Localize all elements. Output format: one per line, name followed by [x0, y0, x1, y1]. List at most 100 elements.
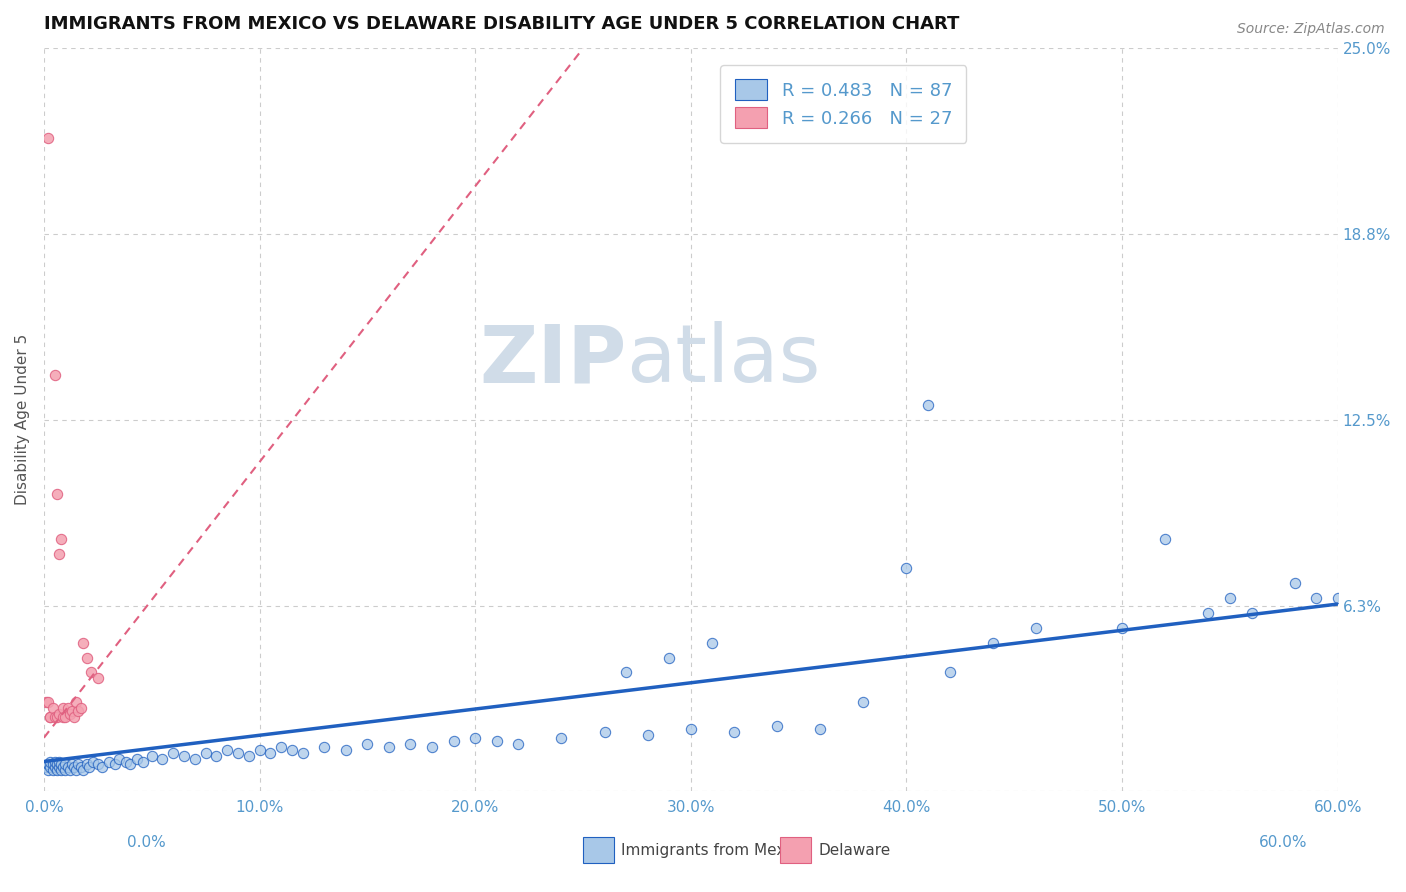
Point	[37, 764, 59, 778]
Point	[49, 764, 72, 778]
Point	[72, 764, 94, 778]
Point	[63, 710, 86, 724]
Point	[464, 731, 486, 745]
Point	[67, 704, 90, 718]
Point	[76, 650, 98, 665]
Point	[508, 737, 530, 751]
Point	[45, 710, 67, 724]
Point	[938, 665, 960, 680]
Point	[45, 487, 67, 501]
Point	[56, 701, 79, 715]
Point	[45, 757, 67, 772]
Point	[41, 757, 63, 772]
Point	[49, 532, 72, 546]
Point	[44, 755, 66, 769]
Point	[60, 757, 83, 772]
Point	[1197, 606, 1219, 620]
Point	[723, 724, 745, 739]
Point	[55, 764, 77, 778]
Point	[59, 706, 82, 721]
Point	[981, 635, 1004, 649]
Point	[852, 695, 875, 709]
Point	[87, 757, 110, 772]
Point	[82, 755, 104, 769]
Y-axis label: Disability Age Under 5: Disability Age Under 5	[15, 334, 30, 506]
Point	[808, 722, 831, 736]
Point	[637, 728, 659, 742]
Point	[37, 757, 59, 772]
Point	[35, 695, 58, 709]
Point	[80, 665, 103, 680]
Point	[335, 742, 357, 756]
Point	[141, 748, 163, 763]
Point	[52, 701, 75, 715]
Point	[120, 757, 142, 772]
Point	[114, 755, 136, 769]
Point	[37, 695, 59, 709]
Point	[52, 760, 75, 774]
Point	[48, 760, 70, 774]
Point	[44, 710, 66, 724]
Point	[39, 710, 62, 724]
Point	[356, 737, 378, 751]
Point	[48, 547, 70, 561]
Point	[39, 710, 62, 724]
Point	[1154, 532, 1177, 546]
Text: IMMIGRANTS FROM MEXICO VS DELAWARE DISABILITY AGE UNDER 5 CORRELATION CHART: IMMIGRANTS FROM MEXICO VS DELAWARE DISAB…	[44, 15, 959, 33]
Point	[76, 757, 98, 772]
Point	[238, 748, 260, 763]
Point	[48, 755, 70, 769]
Text: 60.0%: 60.0%	[1260, 836, 1308, 850]
Point	[41, 764, 63, 778]
Point	[270, 739, 292, 754]
Point	[1284, 576, 1306, 591]
Point	[41, 701, 63, 715]
Point	[1219, 591, 1241, 606]
Point	[173, 748, 195, 763]
Point	[217, 742, 239, 756]
Point	[125, 751, 148, 765]
Point	[63, 760, 86, 774]
Point	[205, 748, 228, 763]
Legend: R = 0.483   N = 87, R = 0.266   N = 27: R = 0.483 N = 87, R = 0.266 N = 27	[720, 65, 966, 143]
Point	[44, 760, 66, 774]
Point	[443, 733, 465, 747]
Point	[55, 710, 77, 724]
Point	[55, 757, 77, 772]
Point	[69, 701, 91, 715]
Point	[39, 755, 62, 769]
Point	[104, 757, 127, 772]
Point	[420, 739, 443, 754]
Point	[378, 739, 401, 754]
Point	[1326, 591, 1348, 606]
Point	[52, 710, 75, 724]
Point	[72, 635, 94, 649]
Point	[485, 733, 508, 747]
Point	[291, 746, 314, 760]
Point	[399, 737, 422, 751]
Point	[35, 760, 58, 774]
Point	[614, 665, 637, 680]
Point	[65, 695, 87, 709]
Point	[77, 760, 100, 774]
Point	[49, 757, 72, 772]
Point	[132, 755, 155, 769]
Text: Source: ZipAtlas.com: Source: ZipAtlas.com	[1237, 22, 1385, 37]
Point	[91, 760, 114, 774]
Point	[37, 130, 59, 145]
Point	[56, 760, 79, 774]
Point	[896, 561, 918, 575]
Text: ZIP: ZIP	[479, 321, 626, 400]
Point	[702, 635, 724, 649]
Point	[1305, 591, 1327, 606]
Point	[152, 751, 174, 765]
Point	[59, 764, 82, 778]
Point	[1025, 621, 1047, 635]
Point	[1240, 606, 1263, 620]
Point	[194, 746, 217, 760]
Text: Delaware: Delaware	[818, 843, 890, 857]
Point	[48, 706, 70, 721]
Point	[184, 751, 207, 765]
Point	[281, 742, 304, 756]
Point	[259, 746, 281, 760]
